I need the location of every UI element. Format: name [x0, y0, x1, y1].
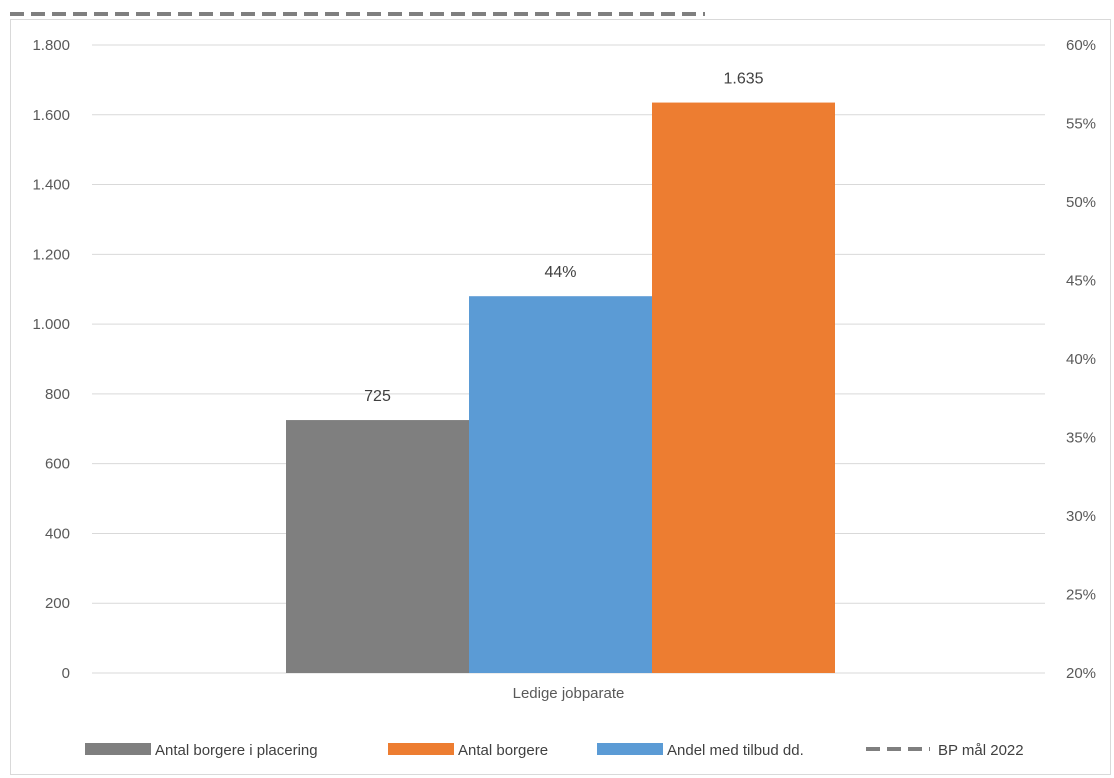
left-tick-label: 1.600	[32, 107, 70, 124]
legend-swatch	[388, 743, 454, 755]
legend-swatch	[597, 743, 663, 755]
left-axis-ticks: 0 200 400 600 800 1.000 1.200 1.400 1.600 1.800	[32, 37, 70, 682]
right-tick-label: 40%	[1066, 351, 1096, 368]
right-tick-label: 35%	[1066, 430, 1096, 447]
left-tick-label: 800	[45, 386, 70, 403]
right-tick-label: 50%	[1066, 194, 1096, 211]
category-label: Ledige jobparate	[513, 685, 625, 702]
legend-label: Antal borgere	[458, 742, 548, 759]
right-tick-label: 25%	[1066, 587, 1096, 604]
bar-antal-borgere-i-placering	[286, 420, 469, 673]
data-label: 725	[364, 388, 391, 405]
right-axis-ticks: 20% 25% 30% 35% 40% 45% 50% 55% 60%	[1066, 37, 1096, 682]
gridlines	[92, 44, 1045, 674]
data-labels: 725 44% 1.635	[364, 71, 763, 405]
left-tick-label: 200	[45, 595, 70, 612]
left-tick-label: 0	[62, 665, 70, 682]
left-tick-label: 1.800	[32, 37, 70, 54]
right-tick-label: 60%	[1066, 37, 1096, 54]
x-axis-labels: Ledige jobparate	[513, 685, 625, 702]
data-label: 1.635	[723, 71, 763, 88]
data-label: 44%	[544, 264, 576, 281]
legend-label: Antal borgere i placering	[155, 742, 318, 759]
left-tick-label: 1.400	[32, 177, 70, 194]
bars	[286, 102, 835, 674]
left-tick-label: 1.200	[32, 246, 70, 263]
legend-swatch	[85, 743, 151, 755]
right-tick-label: 55%	[1066, 116, 1096, 133]
right-tick-label: 30%	[1066, 508, 1096, 525]
legend-label: BP mål 2022	[938, 742, 1024, 759]
left-tick-label: 600	[45, 456, 70, 473]
right-tick-label: 45%	[1066, 273, 1096, 290]
left-tick-label: 1.000	[32, 316, 70, 333]
bar-andel-med-tilbud-dd-	[469, 296, 652, 673]
bar-antal-borgere	[652, 102, 835, 674]
legend: Antal borgere i placering Antal borgere An…	[85, 742, 1024, 759]
right-tick-label: 20%	[1066, 665, 1096, 682]
legend-label: Andel med tilbud dd.	[667, 742, 804, 759]
left-tick-label: 400	[45, 525, 70, 542]
